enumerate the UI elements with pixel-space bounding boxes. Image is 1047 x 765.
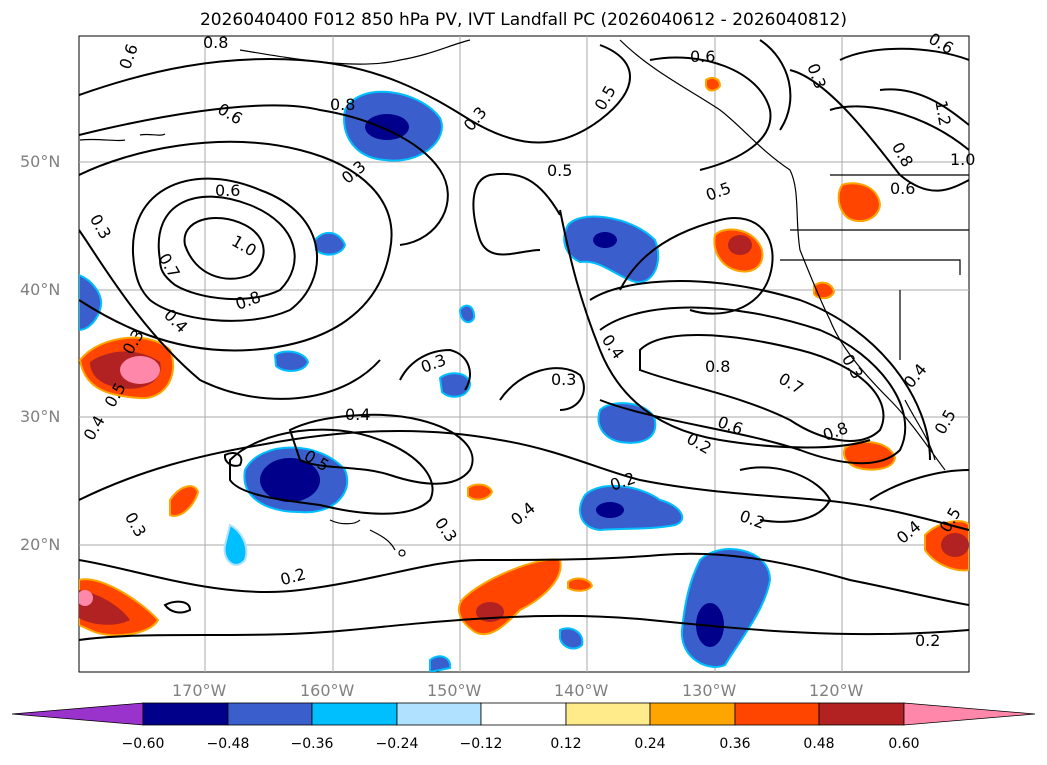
colorbar-swatch — [818, 702, 905, 726]
colorbar-tick-label: −0.12 — [459, 736, 503, 752]
positive-anomaly-patches — [79, 77, 969, 637]
colorbar-swatch — [142, 702, 229, 726]
colorbar-tick-label: −0.36 — [290, 736, 334, 752]
contour-label: 0.4 — [345, 405, 370, 424]
lat-tick-label: 20°N — [20, 535, 61, 554]
colorbar-tick-label: 0.60 — [888, 736, 920, 752]
pv-contours — [79, 39, 969, 641]
colorbar-tick-label: 0.36 — [719, 736, 751, 752]
colorbar-extend-low — [11, 702, 144, 726]
contour-label: 0.8 — [330, 95, 355, 114]
lat-tick-label: 50°N — [20, 152, 61, 171]
colorbar-tick-label: −0.24 — [375, 736, 419, 752]
contour-label: 0.8 — [203, 33, 228, 52]
colorbar-swatch — [227, 702, 313, 726]
contour-label: 0.6 — [890, 179, 915, 198]
colorbar-swatch — [565, 702, 651, 726]
lon-tick-label: 140°W — [554, 681, 609, 700]
colorbar-extend-high — [903, 702, 1036, 726]
colorbar-tick-label: 0.24 — [634, 736, 666, 752]
contour-label: 1.2 — [931, 99, 954, 127]
contour-label: 0.6 — [690, 47, 715, 66]
negative-anomaly-patches — [79, 90, 772, 672]
lon-tick-label: 130°W — [682, 681, 737, 700]
contour-label: 0.3 — [551, 370, 576, 389]
lon-tick-label: 160°W — [300, 681, 355, 700]
contour-label: 1.0 — [950, 150, 975, 169]
lat-tick-label: 40°N — [20, 280, 61, 299]
colorbar-swatch — [480, 702, 567, 726]
lon-tick-label: 150°W — [427, 681, 482, 700]
colorbar — [11, 702, 1036, 726]
colorbar-tick-label: 0.48 — [803, 736, 835, 752]
colorbar-swatch — [396, 702, 482, 726]
contour-label: 0.8 — [705, 357, 730, 376]
coastlines — [79, 39, 969, 557]
colorbar-tick-label: 0.12 — [550, 736, 582, 752]
contour-label: 0.6 — [215, 181, 240, 200]
contour-label: 0.5 — [547, 161, 572, 180]
lon-tick-label: 170°W — [172, 681, 227, 700]
colorbar-tick-label: −0.60 — [121, 736, 165, 752]
contour-label: 0.2 — [915, 631, 940, 650]
colorbar-swatch — [649, 702, 736, 726]
lon-tick-label: 120°W — [809, 681, 864, 700]
colorbar-swatch — [311, 702, 398, 726]
colorbar-tick-label: −0.48 — [206, 736, 250, 752]
map-title: 2026040400 F012 850 hPa PV, IVT Landfall… — [199, 10, 847, 30]
lat-tick-label: 30°N — [20, 407, 61, 426]
colorbar-swatch — [734, 702, 820, 726]
